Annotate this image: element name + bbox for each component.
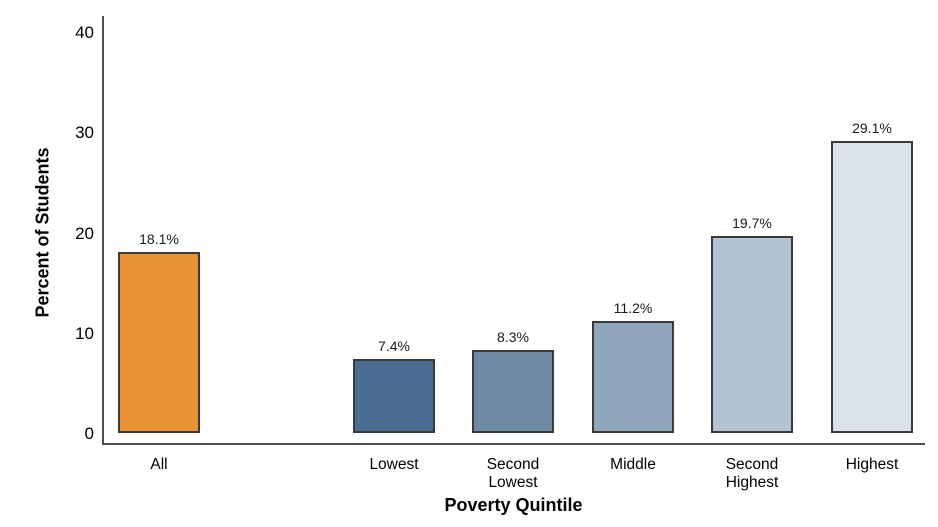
y-tick-label: 40	[75, 23, 94, 42]
x-axis-line	[102, 443, 925, 445]
y-tick-label: 30	[75, 123, 94, 143]
x-category-label: All	[150, 456, 168, 473]
y-axis-title: Percent of Students	[32, 147, 53, 318]
x-category-label: Second Highest	[725, 456, 779, 492]
y-tick-label: 10	[75, 323, 94, 343]
bar-value-label: 18.1%	[139, 230, 179, 247]
bar-all	[118, 251, 200, 433]
bar-value-label: 11.2%	[613, 299, 653, 316]
bar-highest	[831, 141, 913, 433]
bar-value-label: 19.7%	[732, 214, 772, 231]
x-category-label: Lowest	[369, 456, 419, 473]
bar-lowest	[353, 358, 435, 433]
x-category-label: Middle	[610, 456, 656, 473]
bar-value-label: 7.4%	[378, 337, 410, 354]
bar-second-highest	[711, 235, 793, 433]
x-category-label: Second Lowest	[486, 456, 540, 492]
y-tick-label: 20	[75, 223, 94, 243]
bar-second-lowest	[472, 349, 554, 433]
x-axis-title: Poverty Quintile	[444, 495, 583, 515]
bar-value-label: 8.3%	[497, 328, 529, 345]
y-tick-label: 0	[84, 424, 94, 443]
bar-middle	[592, 320, 674, 433]
bar-value-label: 29.1%	[852, 120, 892, 137]
y-axis-line	[102, 16, 104, 445]
x-category-label: Highest	[845, 456, 899, 473]
